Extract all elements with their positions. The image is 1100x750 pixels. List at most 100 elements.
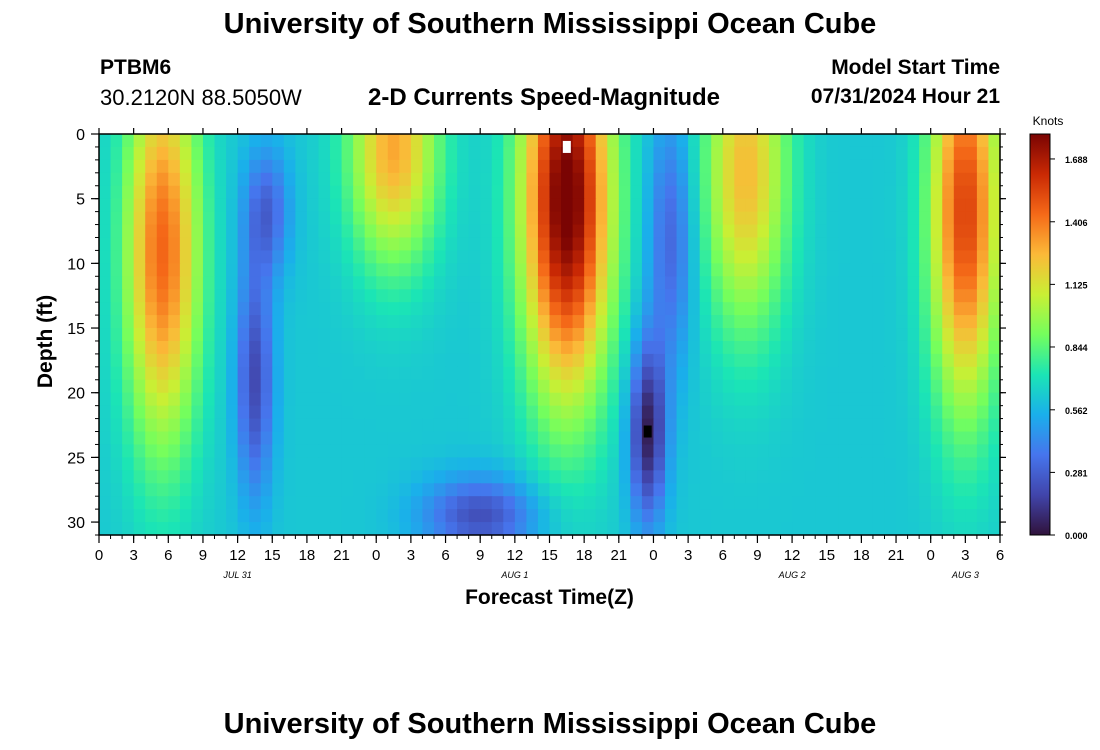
heatmap-cell (318, 172, 331, 187)
heatmap-cell (318, 224, 331, 239)
heatmap-cell (133, 328, 146, 342)
heatmap-cell (110, 366, 123, 381)
heatmap-cell (179, 366, 193, 381)
heatmap-cell (734, 302, 747, 316)
heatmap-cell (306, 134, 320, 148)
heatmap-cell (780, 315, 793, 329)
heatmap-cell (122, 263, 135, 277)
heatmap-cell (595, 315, 608, 329)
heatmap-cell (757, 263, 770, 277)
heatmap-cell (353, 496, 366, 510)
heatmap-cell (410, 444, 424, 458)
heatmap-cell (815, 237, 828, 252)
heatmap-cell (468, 237, 481, 252)
heatmap-cell (907, 289, 920, 303)
heatmap-cell (133, 172, 146, 187)
heatmap-cell (572, 431, 585, 446)
heatmap-cell (214, 509, 227, 523)
heatmap-cell (907, 159, 920, 174)
heatmap-cell (283, 470, 296, 484)
heatmap-cell (734, 405, 747, 420)
heatmap-cell (630, 444, 643, 458)
heatmap-cell (815, 276, 828, 290)
heatmap-cell (676, 134, 689, 148)
heatmap-cell (237, 289, 250, 303)
heatmap-cell (433, 405, 447, 420)
heatmap-cell (792, 328, 805, 342)
heatmap-cell (907, 302, 920, 316)
heatmap-cell (260, 134, 273, 148)
colorbar-ramp (1029, 133, 1051, 536)
heatmap-cell (306, 366, 320, 381)
heatmap-cell (214, 405, 227, 420)
heatmap-cell (630, 263, 643, 277)
heatmap-cell (919, 211, 932, 226)
heatmap-cell (734, 172, 747, 187)
heatmap-cell (896, 340, 909, 355)
heatmap-cell (457, 509, 470, 523)
heatmap-cell (561, 340, 574, 355)
heatmap-cell (803, 509, 816, 523)
heatmap-cell (838, 483, 851, 497)
heatmap-cell (872, 263, 886, 277)
heatmap-cell (249, 211, 262, 226)
heatmap-cell (237, 134, 250, 148)
x-tick-label: 6 (719, 547, 727, 564)
heatmap-cell (838, 185, 851, 200)
heatmap-cell (491, 366, 504, 381)
heatmap-cell (110, 146, 123, 161)
heatmap-cell (526, 146, 539, 161)
heatmap-cell (341, 263, 354, 277)
heatmap-cell (318, 470, 331, 484)
heatmap-cell (907, 198, 920, 213)
heatmap-cell (572, 405, 585, 420)
heatmap-cell (803, 366, 816, 381)
heatmap-cell (260, 302, 273, 316)
x-tick-label: 6 (441, 547, 449, 564)
heatmap-cell (283, 211, 296, 226)
heatmap-cell (896, 250, 909, 264)
heatmap-cell (318, 379, 331, 394)
heatmap-cell (191, 237, 204, 252)
heatmap-cell (872, 146, 886, 161)
heatmap-cell (792, 276, 805, 290)
heatmap-cell (757, 315, 770, 329)
heatmap-cell (249, 276, 262, 290)
heatmap-cell (295, 483, 308, 497)
heatmap-cell (272, 522, 285, 536)
heatmap-cell (584, 185, 597, 200)
heatmap-cell (734, 185, 747, 200)
x-tick-label: 0 (372, 547, 380, 564)
heatmap-cell (295, 522, 308, 536)
heatmap-cell (306, 276, 320, 290)
heatmap-cell (676, 237, 689, 252)
heatmap-cell (330, 211, 343, 226)
heatmap-cell (561, 405, 574, 420)
heatmap-cell (341, 444, 354, 458)
heatmap-cell (537, 431, 551, 446)
heatmap-cell (191, 457, 204, 471)
heatmap-cell (145, 366, 158, 381)
heatmap-cell (942, 470, 955, 484)
heatmap-cell (757, 289, 770, 303)
heatmap-cell (503, 483, 516, 497)
heatmap-cell (618, 353, 631, 368)
heatmap-cell (156, 379, 169, 394)
heatmap-cell (179, 496, 193, 510)
heatmap-cell (826, 289, 839, 303)
heatmap-cell (815, 496, 828, 510)
heatmap-cell (237, 405, 250, 420)
heatmap-cell (364, 185, 377, 200)
heatmap-cell (688, 431, 701, 446)
heatmap-cell (653, 328, 666, 342)
heatmap-cell (433, 470, 447, 484)
heatmap-cell (711, 224, 724, 239)
heatmap-cell (803, 211, 816, 226)
heatmap-cell (768, 328, 782, 342)
heatmap-cell (849, 392, 862, 407)
heatmap-cell (249, 263, 262, 277)
heatmap-cell (665, 211, 678, 226)
heatmap-cell (572, 185, 585, 200)
heatmap-cell (792, 198, 805, 213)
heatmap-cell (745, 263, 759, 277)
